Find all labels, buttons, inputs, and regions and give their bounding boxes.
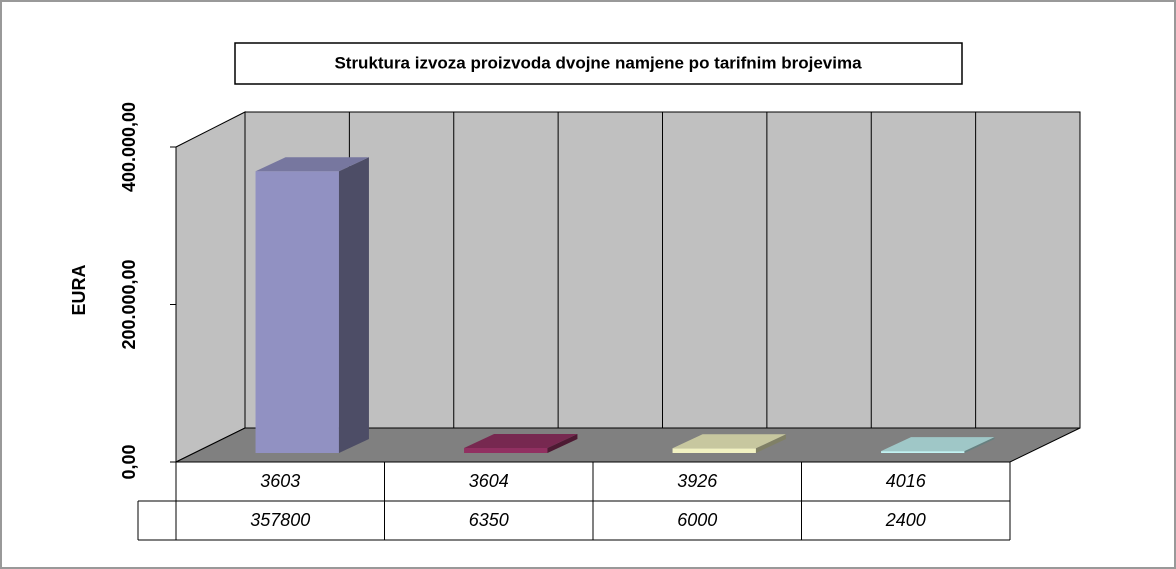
wall-grid <box>348 112 977 428</box>
bar <box>255 157 369 454</box>
bar-top <box>464 433 578 448</box>
title-box <box>234 42 963 85</box>
table-category: 3603 <box>260 471 300 491</box>
y-tick-label: 400.000,00 <box>119 102 139 192</box>
bar-front <box>255 171 339 454</box>
bar-front <box>881 451 965 453</box>
table-value: 6350 <box>469 510 509 530</box>
y-axis-label: EURA <box>69 264 89 315</box>
table-category: 3604 <box>469 471 509 491</box>
floor <box>175 427 1081 463</box>
chart-title: Struktura izvoza proizvoda dvojne namjen… <box>334 53 862 72</box>
bar-side <box>338 157 369 454</box>
bar-top <box>255 157 369 172</box>
table-value: 357800 <box>250 510 310 530</box>
bar <box>464 433 578 453</box>
bar-side <box>964 437 995 453</box>
bar <box>672 434 786 453</box>
bar-side <box>547 433 578 453</box>
table-category: 4016 <box>886 471 927 491</box>
table-value: 6000 <box>677 510 717 530</box>
y-tick-label: 200.000,00 <box>119 259 139 349</box>
side-wall <box>175 111 246 463</box>
bar-side <box>755 434 786 453</box>
bar-top <box>672 434 786 449</box>
table-category: 3926 <box>677 471 718 491</box>
data-table <box>137 462 1011 541</box>
bar-front <box>464 447 548 453</box>
y-tick-label: 0,00 <box>119 444 139 479</box>
bar-top <box>881 437 995 452</box>
bar <box>881 437 995 453</box>
table-value: 2400 <box>885 510 926 530</box>
bar-front <box>672 448 756 453</box>
